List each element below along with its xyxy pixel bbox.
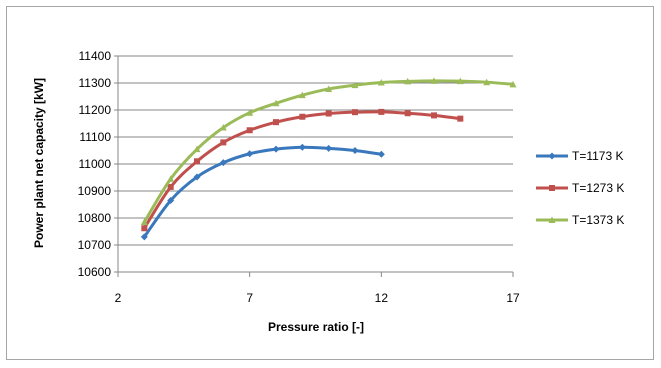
series-line — [142, 110, 462, 230]
legend-marker — [549, 185, 555, 191]
data-point — [272, 145, 280, 153]
axes: 10600 10700 10800 10900 11000 11100 11200 11300… — [78, 49, 520, 305]
data-point — [273, 119, 279, 126]
data-point — [509, 80, 517, 88]
series-lines — [140, 77, 517, 241]
data-point — [246, 150, 254, 158]
legend-label: T=1173 K — [572, 149, 623, 163]
legend-label: T=1373 K — [572, 213, 624, 227]
y-tick-label: 11100 — [79, 130, 111, 144]
data-point — [167, 196, 175, 204]
data-point — [325, 144, 333, 152]
data-point — [325, 85, 333, 92]
data-point — [404, 110, 411, 117]
data-point — [378, 108, 385, 115]
legend: T=1173 K T=1273 K T=1373 K — [536, 149, 624, 227]
data-point — [272, 99, 280, 107]
data-point — [377, 150, 385, 158]
y-tick-label: 10900 — [78, 184, 112, 198]
data-point — [298, 143, 306, 151]
data-point — [404, 77, 412, 85]
data-point — [431, 112, 437, 119]
data-point — [194, 158, 200, 165]
data-point — [351, 147, 359, 154]
y-tick-label: 11200 — [79, 103, 112, 117]
data-point — [167, 175, 175, 182]
data-point — [140, 233, 148, 241]
x-tick-label: 12 — [375, 291, 389, 305]
data-point — [299, 113, 306, 120]
series-line — [142, 145, 383, 239]
data-point — [298, 91, 306, 99]
data-point — [220, 139, 227, 146]
x-tick-label: 17 — [506, 291, 520, 305]
legend-marker — [548, 216, 556, 223]
y-tick-label: 11400 — [79, 49, 112, 63]
y-tick-label: 10700 — [78, 238, 112, 252]
data-point — [246, 109, 254, 116]
data-point — [246, 127, 253, 134]
data-point — [325, 110, 332, 117]
chart-frame — [6, 6, 654, 360]
data-point — [193, 173, 201, 181]
data-point — [141, 225, 148, 232]
data-point — [457, 115, 464, 122]
data-point — [351, 81, 359, 89]
data-point — [219, 124, 227, 131]
data-point — [352, 109, 358, 116]
y-axis-title: Power plant net capacity [kW] — [32, 78, 46, 248]
data-point — [167, 183, 174, 190]
gridlines — [118, 55, 513, 273]
data-point — [483, 78, 491, 86]
y-tick-label: 11000 — [79, 157, 112, 171]
x-axis-title: Pressure ratio [-] — [268, 320, 364, 334]
y-tick-label: 10600 — [78, 265, 112, 279]
y-tick-label: 10800 — [78, 211, 112, 225]
x-tick-label: 2 — [115, 291, 122, 305]
data-point — [193, 145, 201, 153]
data-point — [219, 159, 227, 167]
legend-label: T=1273 K — [572, 181, 624, 195]
data-point — [140, 218, 148, 226]
legend-marker — [548, 152, 556, 160]
data-point — [430, 77, 438, 84]
x-tick-label: 7 — [246, 291, 253, 305]
data-point — [377, 78, 385, 86]
data-point — [456, 77, 464, 85]
y-tick-label: 11300 — [79, 76, 112, 90]
